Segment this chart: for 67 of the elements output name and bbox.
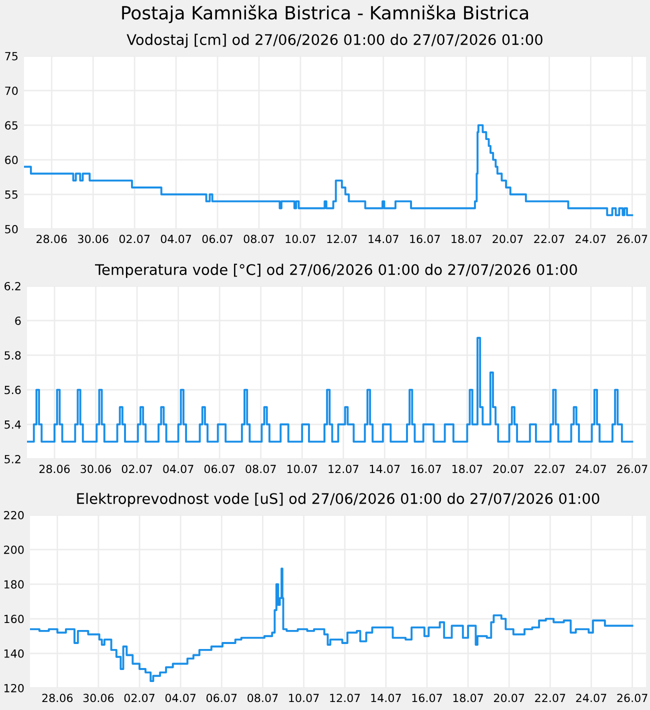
x-tick-label: 20.07	[493, 464, 524, 474]
x-tick-label: 10.07	[286, 234, 316, 244]
x-tick-label: 12.07	[327, 234, 357, 244]
x-tick-label: 14.07	[368, 234, 398, 244]
chart-title: Elektroprevodnost vode [uS] od 27/06/2026 01:00 do 27/07/2026 01:00	[77, 492, 600, 507]
x-tick-label: 14.07	[370, 464, 400, 474]
x-tick-label: 24.07	[576, 464, 606, 474]
y-tick-label: 200	[4, 546, 24, 554]
x-tick-label: 12.07	[330, 694, 360, 702]
x-tick-label: 02.07	[124, 694, 154, 702]
chart-title: Postaja Kamniška Bistrica - Kamniška Bistrica	[122, 4, 528, 24]
x-tick-label: 30.06	[83, 694, 114, 702]
x-tick-label: 02.07	[122, 464, 152, 474]
x-tick-label: 24.07	[576, 694, 606, 702]
x-tick-label: 06.07	[204, 464, 235, 474]
x-tick-label: 08.07	[244, 234, 274, 244]
y-tick-label: 5.4	[4, 420, 21, 429]
y-tick-label: 140	[4, 649, 24, 658]
x-tick-label: 22.07	[534, 234, 564, 244]
x-tick-label: 30.06	[80, 464, 111, 474]
y-tick-label: 220	[4, 510, 24, 520]
y-tick-label: 75	[5, 52, 18, 60]
x-tick-label: 18.07	[453, 694, 483, 702]
y-tick-label: 180	[4, 580, 24, 589]
y-tick-label: 70	[5, 86, 18, 95]
x-tick-label: 14.07	[371, 694, 401, 702]
x-tick-label: 18.07	[452, 234, 482, 244]
x-tick-label: 22.07	[535, 694, 566, 702]
x-tick-label: 22.07	[534, 464, 565, 474]
y-tick-label: 55	[5, 190, 18, 199]
x-tick-label: 26.07	[617, 464, 648, 474]
x-tick-label: 30.06	[78, 234, 108, 244]
x-tick-label: 28.06	[36, 234, 67, 244]
chart-subtitle: Vodostaj [cm] od 27/06/2026 01:00 do 27/07/2026 01:00	[126, 34, 542, 48]
y-tick-label: 50	[5, 224, 18, 234]
y-tick-label: 6.2	[4, 282, 20, 290]
x-tick-label: 08.07	[246, 464, 276, 474]
y-tick-label: 5.6	[4, 386, 21, 394]
x-tick-label: 10.07	[287, 464, 318, 474]
y-tick-label: 6	[15, 316, 21, 325]
x-tick-label: 28.06	[42, 694, 73, 702]
x-tick-label: 04.07	[160, 234, 191, 244]
y-tick-label: 160	[4, 614, 24, 624]
chart-title: Temperatura vode [°C] od 27/06/2026 01:00 do 27/07/2026 01:00	[95, 264, 577, 278]
x-tick-label: 04.07	[163, 464, 194, 474]
x-tick-label: 12.07	[328, 464, 358, 474]
x-tick-label: 20.07	[492, 234, 523, 244]
x-tick-label: 06.07	[206, 694, 237, 702]
x-tick-label: 26.07	[617, 694, 648, 702]
x-tick-label: 24.07	[576, 234, 606, 244]
x-tick-label: 06.07	[202, 234, 232, 244]
x-tick-label: 20.07	[494, 694, 524, 702]
y-tick-label: 5.2	[4, 454, 20, 464]
x-tick-label: 16.07	[412, 694, 442, 702]
y-tick-label: 60	[5, 156, 18, 164]
y-tick-label: 65	[5, 121, 18, 130]
y-tick-label: 120	[4, 684, 24, 692]
x-tick-label: 08.07	[248, 694, 278, 702]
x-tick-label: 16.07	[411, 464, 441, 474]
x-tick-label: 26.07	[617, 234, 648, 244]
x-tick-label: 04.07	[165, 694, 196, 702]
x-tick-label: 02.07	[119, 234, 150, 244]
x-tick-label: 16.07	[410, 234, 440, 244]
x-tick-label: 18.07	[452, 464, 482, 474]
y-tick-label: 5.8	[4, 351, 21, 360]
x-tick-label: 28.06	[39, 464, 70, 474]
x-tick-label: 10.07	[289, 694, 319, 702]
